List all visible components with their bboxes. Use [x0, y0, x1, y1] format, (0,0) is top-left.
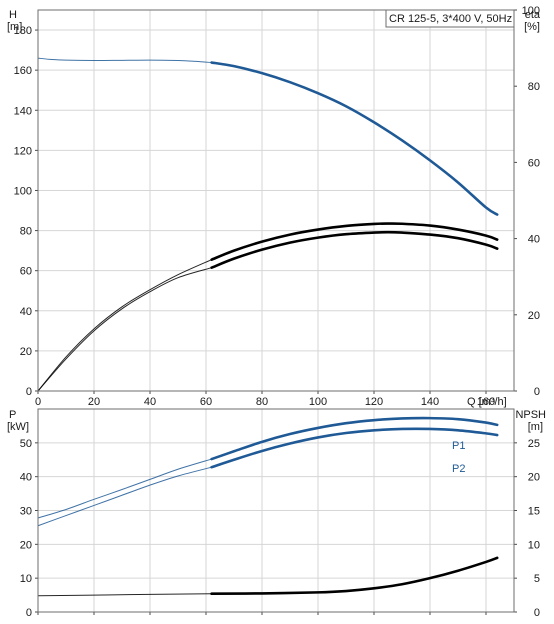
lower-y-tick-label: 50: [20, 438, 32, 450]
lower-y-tick-label: 40: [20, 472, 32, 484]
y2-tick-label: 60: [528, 157, 540, 169]
y-tick-label: 80: [20, 226, 32, 238]
lower-y-unit: [kW]: [7, 421, 29, 433]
lower-y2-unit: [m]: [528, 421, 543, 433]
lower-gridlines: [38, 408, 514, 612]
legend-text: CR 125-5, 3*400 V, 50Hz: [389, 13, 512, 25]
x-tick-label: 80: [256, 396, 268, 408]
series-label-p2: P2: [452, 463, 465, 475]
y2-tick-label: 20: [528, 310, 540, 322]
lower-ticks: 0 10 20 30 40 50 0 5 10 15 20 25: [20, 438, 540, 619]
p2-curve-operating: [210, 427, 499, 469]
y-tick-label: 160: [14, 65, 32, 77]
series-label-p1: P1: [452, 440, 465, 452]
lower-y2-tick-label: 5: [534, 573, 540, 585]
x-axis-label: Q [m³/h]: [467, 396, 507, 408]
y-tick-label: 20: [20, 346, 32, 358]
y-tick-label: 0: [26, 386, 32, 398]
y-tick-label: 100: [14, 185, 32, 197]
lower-y-tick-label: 10: [20, 573, 32, 585]
lower-y2-tick-label: 15: [528, 506, 540, 518]
upper-ticks: 0 20 40 60 80 100 120 140 160 0 20 40 60 80 100 120 140 1…: [14, 5, 540, 408]
y-tick-label: 40: [20, 306, 32, 318]
lower-y-tick-label: 20: [20, 539, 32, 551]
eta-lower-curve-operating: [210, 230, 499, 269]
x-tick-label: 60: [200, 396, 212, 408]
x-tick-label: 160: [477, 396, 495, 408]
lower-plot-frame: [37, 408, 515, 613]
eta-lower-curve-extrapolated: [37, 267, 212, 392]
x-tick-label: 140: [421, 396, 439, 408]
legend-box: CR 125-5, 3*400 V, 50Hz: [385, 9, 515, 28]
eta-upper-curve-extrapolated: [37, 259, 212, 392]
upper-gridlines: [38, 10, 514, 391]
upper-plot-frame: [37, 9, 515, 392]
y-tick-label: 120: [14, 145, 32, 157]
p2-curve-extrapolated: [37, 466, 212, 527]
y2-tick-label: 40: [528, 234, 540, 246]
p1-curve-extrapolated: [37, 458, 212, 519]
lower-y2-tick-label: 25: [528, 438, 540, 450]
x-tick-label: 0: [35, 396, 41, 408]
lower-y-tick-label: 30: [20, 506, 32, 518]
upper-y-unit: [m]: [7, 21, 22, 33]
upper-y2-label: eta: [525, 9, 541, 21]
eta-upper-curve-operating: [210, 222, 499, 261]
head-curve-extrapolated: [37, 57, 212, 64]
upper-y-label: H: [9, 9, 17, 21]
npsh-curve-extrapolated: [37, 593, 212, 597]
lower-y2-tick-label: 20: [528, 472, 540, 484]
x-tick-label: 20: [88, 396, 100, 408]
lower-y2-tick-label: 0: [534, 607, 540, 619]
lower-series: [37, 416, 499, 597]
lower-y-tick-label: 0: [26, 607, 32, 619]
upper-series: [37, 57, 499, 392]
lower-y-label: P: [9, 409, 16, 421]
lower-y2-label: NPSH: [515, 409, 546, 421]
x-tick-label: 100: [309, 396, 327, 408]
head-curve-operating: [210, 61, 499, 216]
y-tick-label: 140: [14, 105, 32, 117]
lower-y2-tick-label: 10: [528, 539, 540, 551]
x-tick-label: 40: [144, 396, 156, 408]
upper-y2-unit: [%]: [524, 21, 540, 33]
npsh-curve-operating: [210, 556, 499, 596]
y2-tick-label: 100: [522, 5, 540, 17]
p1-curve-operating: [210, 416, 499, 461]
y-tick-label: 60: [20, 266, 32, 278]
y2-tick-label: 0: [534, 386, 540, 398]
y-tick-label: 180: [14, 25, 32, 37]
y2-tick-label: 80: [528, 81, 540, 93]
x-tick-label: 120: [365, 396, 383, 408]
